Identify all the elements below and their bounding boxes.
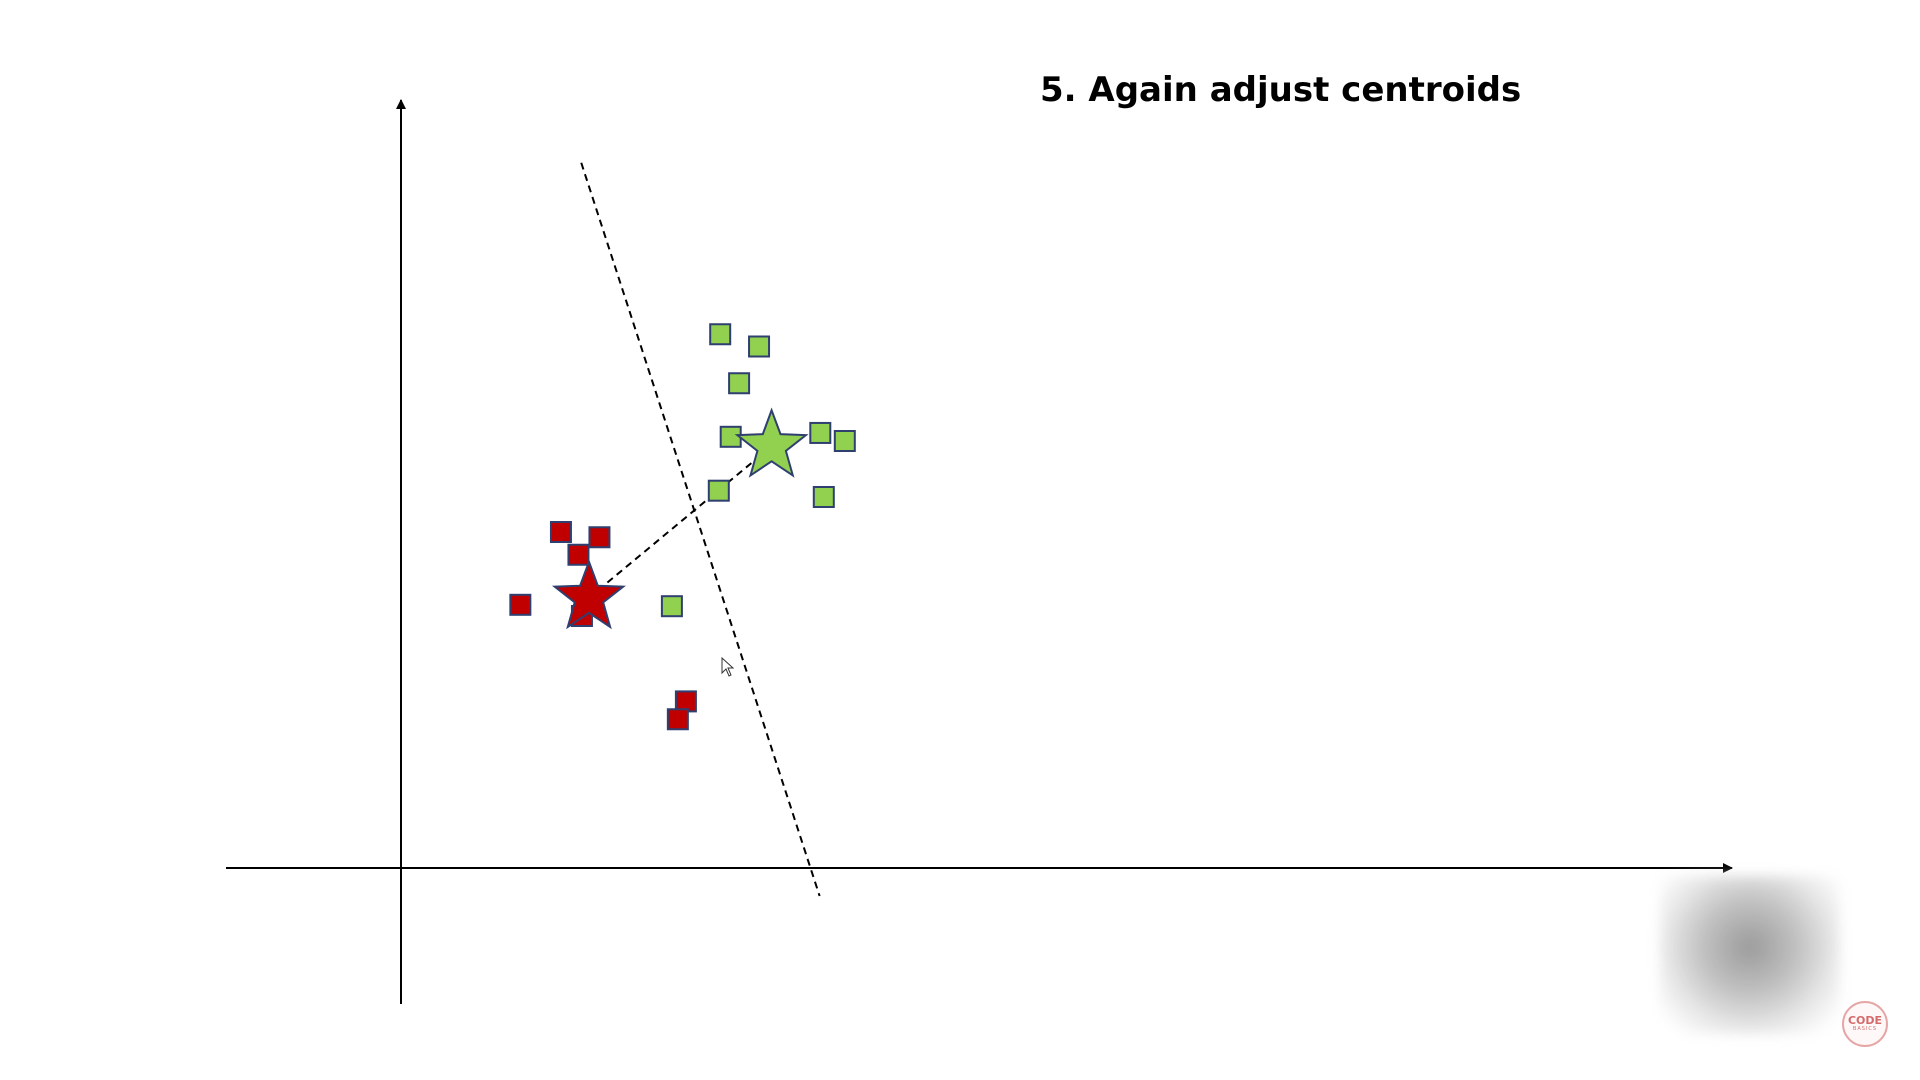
- green-data-point: [809, 421, 832, 444]
- red-data-point: [666, 708, 689, 731]
- centroids: [551, 407, 809, 630]
- green-data-point: [812, 486, 835, 508]
- cluster-boundary-line: [580, 162, 821, 897]
- green-data-point: [707, 479, 730, 502]
- mouse-cursor-icon: [721, 656, 735, 677]
- green-data-point: [748, 335, 771, 358]
- blurred-webcam-overlay: [1660, 876, 1840, 1034]
- green-data-point: [728, 372, 751, 395]
- code-basics-logo: CODE BASICS: [1842, 1001, 1888, 1047]
- green-data-point: [833, 430, 856, 452]
- green-data-point: [719, 425, 742, 448]
- red-data-point: [509, 593, 532, 616]
- green-data-point: [660, 595, 683, 618]
- data-points: [509, 323, 856, 731]
- red-data-point: [567, 543, 590, 566]
- centroid-connector-line: [588, 445, 773, 599]
- dashed-lines: [580, 162, 821, 897]
- green-centroid-star-icon: [734, 407, 809, 478]
- slide-title: 5. Again adjust centroids: [1040, 70, 1522, 110]
- green-data-point: [709, 323, 732, 346]
- red-data-point: [549, 521, 572, 543]
- red-centroid-star-icon: [551, 558, 626, 630]
- red-data-point: [588, 526, 611, 549]
